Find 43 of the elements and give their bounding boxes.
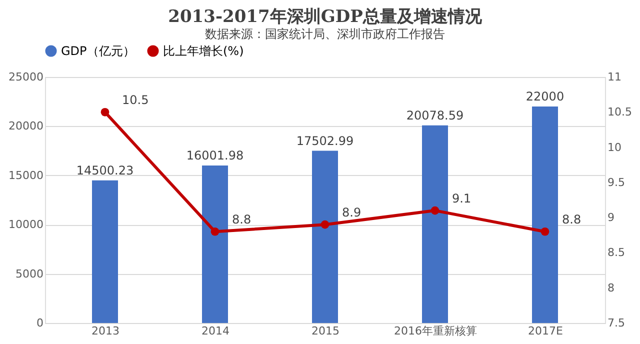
y-tick-label: 10000 [8, 218, 44, 232]
data-label: 17502.99 [296, 134, 354, 148]
bar [312, 150, 338, 323]
chart-subtitle: 数据来源：国家统计局、深圳市政府工作报告 [205, 27, 445, 41]
point [210, 227, 220, 236]
y2-tick-label: 8.5 [608, 246, 625, 260]
y2-tick-label: 9 [608, 211, 614, 224]
bar [202, 166, 228, 323]
x-tick-label: 2015 [312, 324, 340, 338]
data-label: 20078.59 [406, 108, 464, 122]
point [320, 220, 330, 229]
y2-tick-label: 7.5 [608, 316, 625, 330]
bar [92, 180, 118, 323]
y-tick-label: 15000 [8, 168, 44, 182]
y-tick-label: 5000 [16, 267, 44, 280]
x-tick-label: 2016年重新核算 [394, 324, 477, 338]
x-tick-label: 2014 [202, 324, 230, 338]
chart-title: 2013-2017年深圳GDP总量及增速情况 [168, 7, 483, 27]
y-tick-label: 25000 [8, 70, 44, 84]
legend-label: 比上年增长(%) [163, 44, 244, 58]
data-label: 14500.23 [76, 163, 134, 178]
bar [532, 106, 558, 323]
data-label: 8.8 [232, 212, 252, 227]
x-tick-label: 2013 [92, 324, 120, 338]
data-label: 8.9 [342, 206, 362, 220]
x-tick-label: 2017E [528, 324, 564, 338]
data-label: 22000 [526, 90, 564, 104]
y2-tick-label: 10 [608, 140, 622, 154]
data-label: 8.8 [562, 212, 582, 227]
y2-tick-label: 9.5 [608, 176, 625, 189]
point [100, 108, 110, 116]
y-tick-label: 20000 [8, 120, 44, 133]
data-label: 10.5 [122, 93, 149, 108]
bar [422, 125, 448, 323]
y2-tick-label: 10.5 [608, 106, 632, 119]
data-label: 9.1 [452, 192, 472, 206]
point [430, 206, 440, 215]
y2-tick-label: 11 [608, 70, 622, 84]
legend-label: GDP（亿元） [61, 44, 135, 58]
data-label: 16001.98 [186, 148, 244, 163]
y-tick-label: 0 [36, 316, 44, 330]
y2-tick-label: 8 [608, 281, 614, 294]
point [540, 227, 550, 236]
